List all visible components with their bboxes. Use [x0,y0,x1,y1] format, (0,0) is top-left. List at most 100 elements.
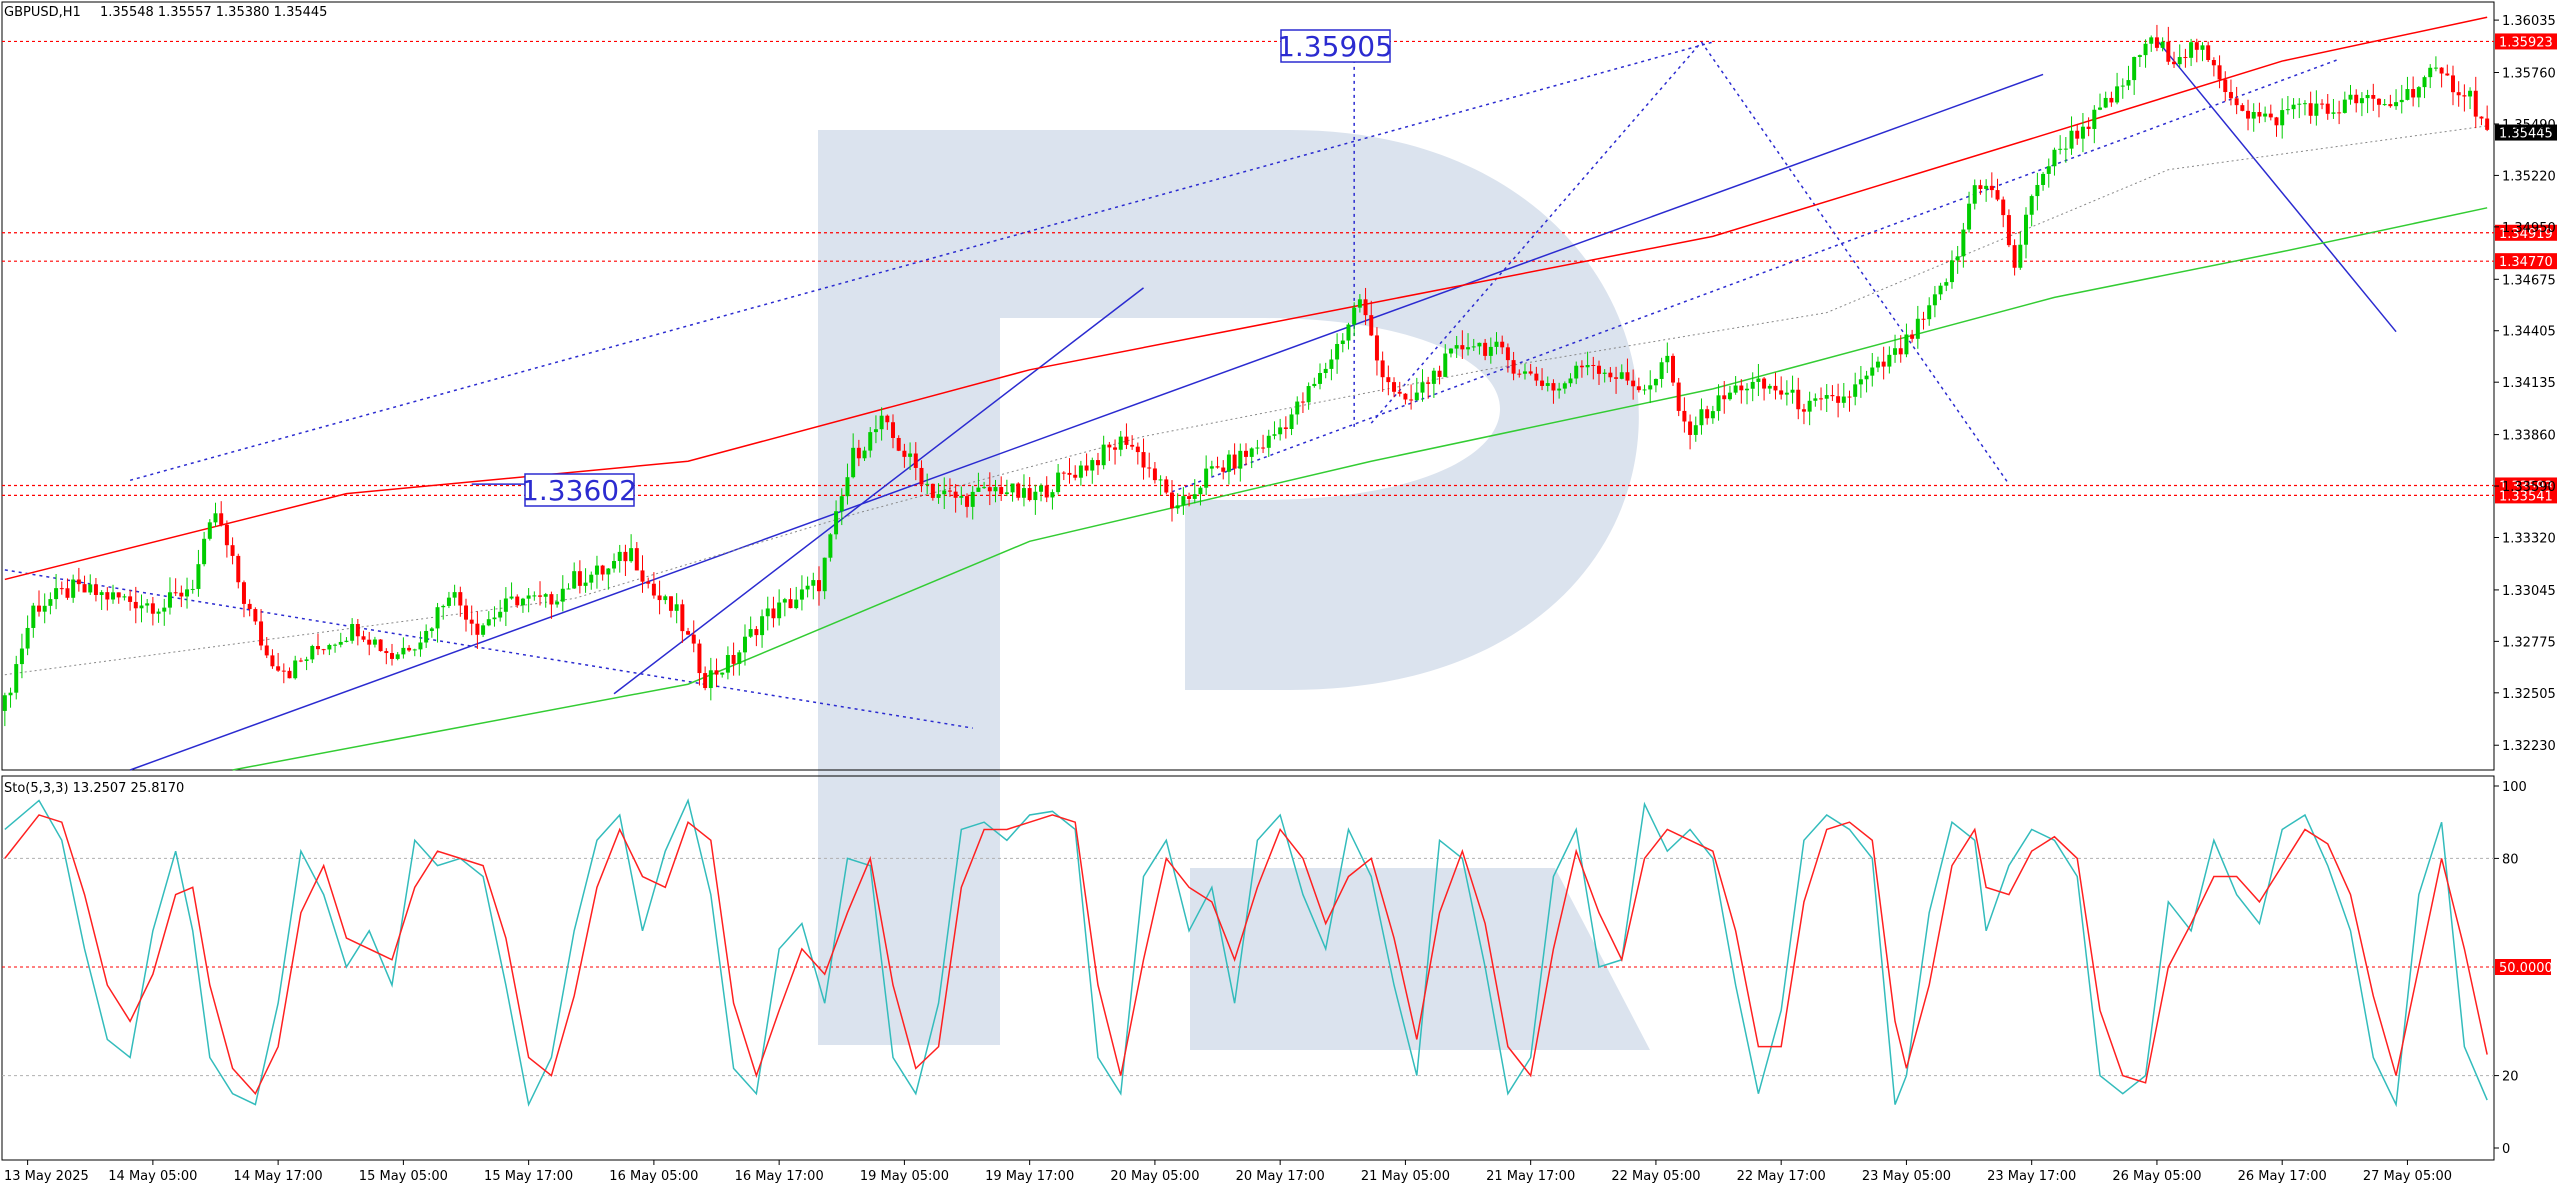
chart-grid [1,1,2495,1161]
candle-body [1466,347,1471,350]
candle-body [862,450,867,459]
candle-body [287,670,292,679]
candle-body [1750,381,1755,389]
candle-body [424,630,429,643]
svg-text:1.35905: 1.35905 [1277,30,1393,63]
candle-body [817,580,821,592]
candle-body [1676,382,1681,411]
candle-body [1949,260,1954,283]
candle-body [367,639,372,645]
candle-body [167,592,172,608]
candle-body [2445,73,2450,76]
candle-body [2143,43,2148,56]
candle-body [1762,378,1767,389]
candle-body [834,511,839,535]
candle-body [264,645,269,656]
candle-body [2268,113,2273,118]
candle-body [1898,348,1903,355]
candle-body [503,598,508,612]
candle-body [139,605,144,609]
candle-body [435,607,440,629]
wave-line-up [1370,41,1703,424]
candle-body [1938,285,1943,295]
candle-body [344,640,349,642]
candle-body [1306,386,1311,403]
candle-body [99,592,104,595]
candle-body [469,619,474,624]
candle-body [2223,79,2228,93]
candle-body [202,538,207,565]
candle-body [2052,149,2057,167]
level-label: 1.34919 [2499,227,2553,242]
candle-body [663,596,668,601]
candle-body [133,601,138,609]
candle-body [59,588,64,590]
candle-body [378,639,383,652]
candle-body [395,654,400,659]
candle-body [1705,409,1710,419]
candle-body [1608,372,1613,378]
candle-body [1853,384,1858,397]
candle-body [2217,65,2222,80]
candle-body [2126,80,2131,86]
candle-body [2399,99,2404,103]
candle-body [2160,41,2165,48]
candle-body [1261,447,1266,449]
candle-body [1443,353,1448,377]
candle-body [338,641,343,645]
price-tick-label: 1.35490 [2502,118,2556,133]
candle-body [1602,372,1607,374]
stoch-level-box [2495,959,2551,975]
candle-body [851,447,856,478]
candle-body [14,664,19,693]
candle-body [538,595,543,597]
candle-body [1181,496,1186,506]
price-tick-label: 1.34405 [2502,325,2556,340]
level-label-box [2495,487,2557,504]
candle-body [1209,466,1214,469]
candle-body [1904,334,1909,355]
candle-body [668,596,673,611]
candle-body [2058,148,2063,150]
candle-body [2046,166,2051,174]
candle-body [2177,57,2182,65]
candle-body [1619,372,1624,379]
candle-body [298,660,303,662]
candle-body [464,605,469,620]
candles [2,24,2490,727]
candle-body [93,584,98,595]
candle-body [1124,436,1129,445]
candle-body [765,608,770,617]
candle-body [2411,89,2416,98]
candle-body [2194,42,2199,50]
candle-body [1454,345,1459,349]
candle-body [219,513,224,525]
candle-body [2149,37,2154,44]
time-tick-label: 22 May 17:00 [1737,1169,1826,1184]
time-tick-label: 20 May 17:00 [1236,1169,1325,1184]
candle-body [2228,92,2233,99]
candle-body [486,619,491,626]
candle-body [868,432,873,451]
candle-body [572,571,577,589]
candle-body [88,584,93,593]
candle-body [1671,355,1675,383]
candle-body [1978,185,1983,189]
candle-body [475,623,480,635]
time-tick-label: 13 May 2025 [4,1169,89,1184]
candle-body [2325,103,2330,114]
candle-body [651,583,656,596]
candle-body [2206,45,2211,61]
candle-body [111,592,116,600]
candle-body [2211,60,2216,66]
candle-body [1915,318,1920,339]
candle-body [2428,67,2433,78]
candle-body [1522,371,1527,374]
candle-body [1004,492,1009,495]
candle-body [1300,401,1305,403]
candle-body [1733,385,1738,393]
candle-body [1010,483,1015,493]
candle-body [947,490,952,492]
candle-body [179,592,184,597]
candle-body [1773,385,1778,391]
